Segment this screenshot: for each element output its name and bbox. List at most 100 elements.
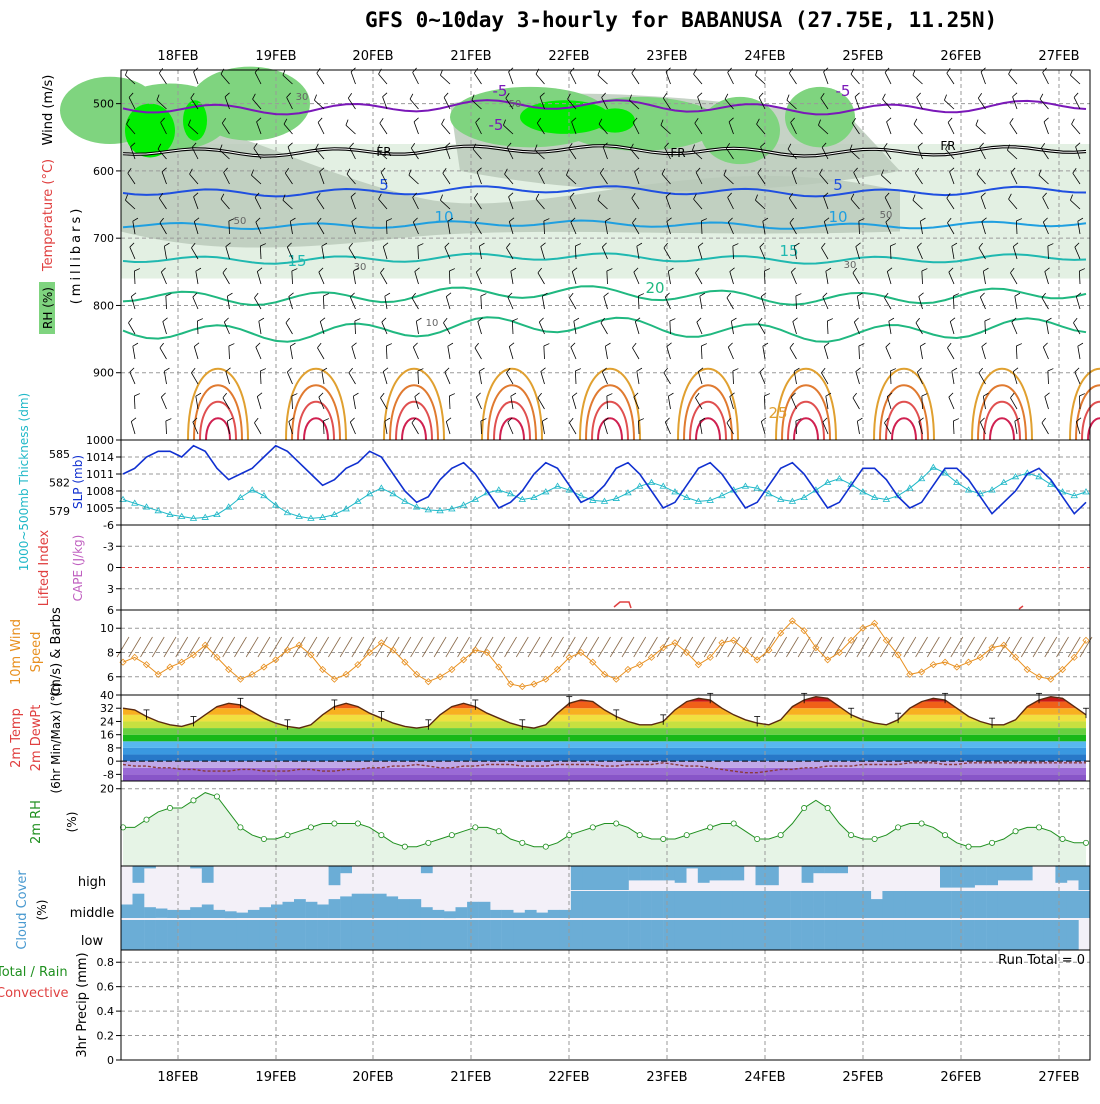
wind-barb-upper [132, 346, 136, 360]
wind-barb-upper [606, 395, 608, 410]
cloud-bar-middle [720, 891, 733, 918]
ylabel-10m-wind: 10m Wind [9, 619, 24, 685]
wind-barb-upper [663, 372, 671, 385]
cloud-bar-low [674, 920, 687, 950]
wind-barb-upper [975, 119, 979, 126]
wind-barb-upper [543, 218, 550, 222]
wind-barb-upper [699, 417, 706, 422]
wind-barb-upper [856, 296, 860, 310]
cloud-bar-middle [397, 899, 410, 918]
wind-barb-upper [917, 146, 923, 160]
wind-barb-upper [440, 199, 451, 210]
cloud-bar-low [594, 920, 606, 950]
wind-barb-upper [852, 267, 857, 274]
temperature-band [123, 761, 1086, 768]
wind-barb-upper [858, 345, 860, 360]
date-label-bottom: 25FEB [842, 1070, 883, 1085]
wind-barb-upper [164, 367, 170, 372]
wind-barb-upper [286, 97, 293, 110]
precip-tick-label: 0.2 [97, 1030, 115, 1043]
wind-barb-upper [885, 346, 892, 360]
wind-speed-point [871, 619, 879, 627]
temp-2m-line [122, 695, 1087, 729]
wind-barb-upper [507, 296, 514, 310]
cloud-bar-high [570, 866, 583, 890]
cloud-bar-low [905, 920, 918, 950]
wind-barb-upper [478, 371, 482, 385]
wind-barb-upper [440, 194, 443, 201]
ylabel-rh: RH (%) [41, 287, 55, 329]
wind-speed-point [413, 670, 421, 678]
wind-barb-upper [634, 321, 640, 335]
wind-barb-upper [571, 121, 577, 135]
wind-speed-point [953, 663, 961, 671]
wind-barb-upper [855, 367, 861, 372]
wind-barb-upper [191, 142, 197, 148]
rh-2m-point [472, 824, 479, 831]
wind-barb-upper [946, 68, 951, 74]
wind-barb-upper [858, 218, 865, 222]
wind-barb-upper [696, 317, 702, 323]
wind-barb-upper [1010, 397, 1018, 410]
thickness-point [131, 499, 139, 506]
isotherm-surface-loop [1087, 417, 1100, 441]
wind-barb-upper [417, 370, 419, 385]
wind-barb-upper [631, 193, 636, 199]
thickness-point [342, 505, 350, 512]
wind-barb-upper [440, 69, 443, 76]
wind-barb-upper [193, 192, 199, 198]
wind-barb-upper [886, 396, 892, 410]
wind-barb-upper [126, 123, 136, 135]
wind-barb-upper [507, 417, 513, 423]
wind-barb-upper [446, 292, 452, 297]
wind-barb-upper [726, 292, 731, 299]
wind-barb-10m [480, 636, 494, 658]
cloud-bar-middle [467, 901, 479, 918]
isotherm-surface-loop [885, 400, 923, 441]
wind-barb-upper [353, 267, 359, 272]
wind-barb-upper [507, 421, 514, 435]
temp-contour-label: FR [376, 145, 391, 159]
wind-barb-upper [1079, 393, 1086, 397]
thickness-point [260, 491, 268, 499]
wind-barb-upper [252, 93, 256, 100]
wind-barb-upper [566, 174, 577, 185]
wind-barb-upper [631, 68, 636, 74]
wind-barb-upper [692, 149, 703, 160]
wind-barb-upper [886, 271, 892, 285]
cloud-bar-middle [386, 896, 399, 918]
wind-speed-point [366, 648, 374, 657]
wind-barb-upper [254, 292, 259, 299]
isotherm-surface-loop [787, 400, 825, 441]
thickness-point [706, 496, 714, 503]
wind-barb-upper [695, 392, 700, 399]
wind-barb-upper [598, 118, 603, 125]
wind-speed-point [295, 641, 303, 649]
wind-barb-upper [479, 242, 485, 247]
slp-tick-label: 1011 [86, 468, 114, 481]
wind-barb-upper [729, 392, 735, 397]
cloud-bar-low [271, 920, 283, 950]
cloud-bar-low [963, 920, 975, 950]
cloud-bar-high [940, 866, 952, 888]
wind-barb-upper [319, 167, 325, 173]
wind-barb-upper [386, 218, 393, 222]
wind-barb-upper [952, 295, 955, 310]
wind-barb-upper [508, 196, 514, 210]
wind-barb-upper [884, 422, 892, 435]
wind-barb-upper [729, 267, 735, 272]
wind-barb-upper [447, 342, 454, 347]
wind-barb-upper [161, 171, 167, 185]
isotherm-10 [122, 219, 1087, 231]
cloud-bar-low [743, 920, 756, 950]
wind-speed-point [189, 651, 198, 659]
wind-barb-10m [198, 636, 212, 658]
wind-barb-upper [228, 218, 235, 222]
wind-speed-point [589, 658, 597, 666]
wind-barb-upper [540, 246, 545, 260]
wind-barb-upper [319, 321, 325, 335]
wind-speed-point [777, 629, 785, 637]
wind-barb-upper [948, 392, 954, 398]
rh-2m-point [519, 839, 526, 846]
cloud-bar-low [767, 920, 779, 950]
